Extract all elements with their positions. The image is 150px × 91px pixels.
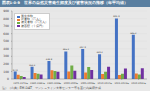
svg-text:300: 300 [8, 54, 9, 58]
svg-text:400: 400 [8, 47, 9, 51]
svg-text:700: 700 [8, 24, 9, 28]
svg-text:600: 600 [8, 32, 9, 36]
html-text:被災者数（百万人）: 被災者数（百万人） [20, 21, 48, 25]
html-text:死者数（百人）: 死者数（百人） [20, 18, 42, 22]
svg-text:1970-1979年: 1970-1979年 [13, 82, 28, 85]
svg-text:2000-2004年: 2000-2004年 [64, 82, 79, 85]
svg-text:900: 900 [8, 9, 9, 13]
svg-text:329.2: 329.2 [96, 51, 103, 54]
svg-text:163.3: 163.3 [29, 64, 36, 67]
svg-text:2010-2014年: 2010-2014年 [98, 82, 113, 85]
html-text:被害額（十億円）: 被害額（十億円） [20, 24, 45, 28]
svg-text:585.2: 585.2 [130, 32, 137, 35]
svg-text:801.9: 801.9 [113, 15, 120, 18]
svg-text:238.8: 238.8 [46, 58, 53, 61]
html-text:発生件数: 発生件数 [20, 15, 33, 18]
html-text:注）（出典）EM-DAT、マンシュタイン大学センター等を基に: 注）（出典）EM-DAT、マンシュタイン大学センター等を基に内閣府作成 [1, 86, 102, 90]
svg-text:1990-1999年: 1990-1999年 [47, 82, 62, 85]
html-text:図表1-0-9 世界の自然災害発生頻度及び被害状況の推移（年: 図表1-0-9 世界の自然災害発生頻度及び被害状況の推移（年平均値） [1, 1, 128, 5]
svg-text:0: 0 [8, 77, 9, 81]
svg-text:2015-2019年: 2015-2019年 [114, 82, 129, 85]
svg-text:397.9: 397.9 [80, 46, 87, 49]
svg-text:800: 800 [8, 17, 9, 21]
svg-text:97.9: 97.9 [13, 69, 18, 72]
svg-text:2005-2009年: 2005-2009年 [81, 82, 96, 85]
svg-text:100: 100 [8, 70, 9, 74]
svg-text:500: 500 [8, 39, 9, 43]
svg-text:365.3: 365.3 [63, 48, 70, 51]
svg-text:200: 200 [8, 62, 9, 66]
svg-text:1980-1989年: 1980-1989年 [30, 82, 45, 85]
svg-text:2020-2022年: 2020-2022年 [131, 82, 142, 85]
